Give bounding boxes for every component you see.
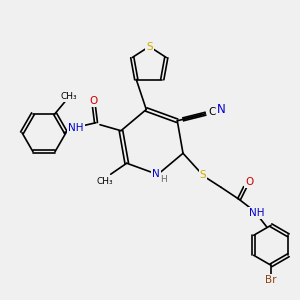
- Text: NH: NH: [68, 123, 84, 133]
- Text: N: N: [217, 103, 226, 116]
- Text: O: O: [90, 96, 98, 106]
- Text: S: S: [146, 41, 153, 52]
- Text: S: S: [200, 170, 206, 180]
- Text: O: O: [245, 177, 253, 187]
- Text: NH: NH: [249, 208, 265, 218]
- Text: CH₃: CH₃: [61, 92, 77, 101]
- Text: N: N: [152, 169, 160, 179]
- Text: CH₃: CH₃: [96, 177, 113, 186]
- Text: Br: Br: [265, 275, 277, 285]
- Text: H: H: [160, 175, 167, 184]
- Text: C: C: [208, 107, 216, 117]
